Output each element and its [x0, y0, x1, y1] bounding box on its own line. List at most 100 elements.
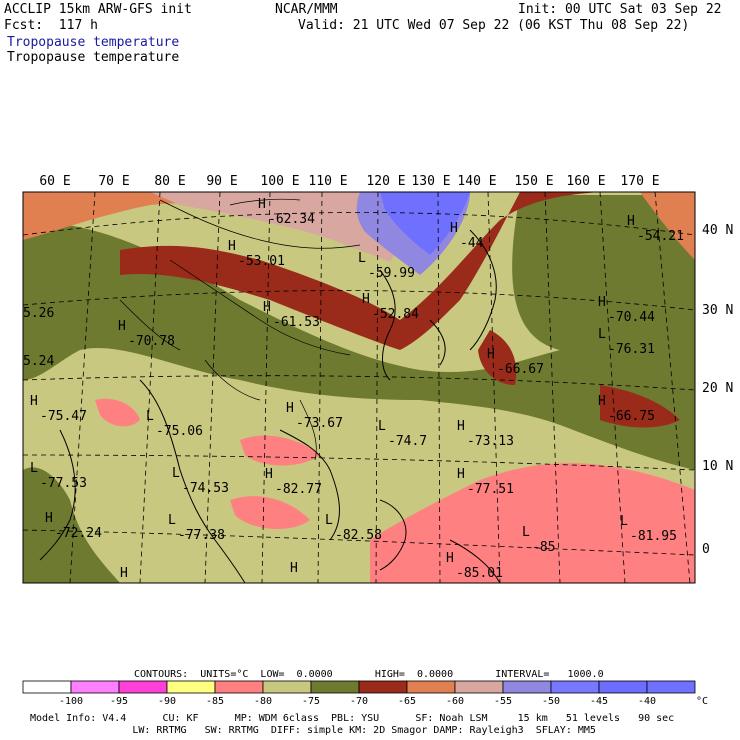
center-value: -85.01 — [456, 566, 503, 581]
longitude-label: 160 E — [566, 174, 605, 189]
center-value: -52.84 — [372, 307, 419, 322]
colorbar-label: -85 — [206, 696, 224, 707]
colorbar-label: -80 — [254, 696, 272, 707]
center-value: -66.75 — [608, 409, 655, 424]
center-value: -74.53 — [182, 481, 229, 496]
longitude-label: 110 E — [308, 174, 347, 189]
high-center-mark: H — [258, 197, 266, 212]
center-value: -82.77 — [275, 482, 322, 497]
longitude-label: 100 E — [260, 174, 299, 189]
colorbar-swatch — [406, 680, 456, 694]
longitude-label: 90 E — [206, 174, 237, 189]
country-borders — [119, 198, 361, 461]
high-center-mark: H — [450, 221, 458, 236]
center-value: 5.24 — [23, 354, 54, 369]
colorbar-label: -95 — [110, 696, 128, 707]
high-center-mark: H — [362, 292, 370, 307]
latitude-label: 10 N — [702, 459, 733, 474]
colorbar-swatch — [214, 680, 264, 694]
high-center-mark: H — [120, 566, 128, 581]
center-value: -77.38 — [178, 528, 225, 543]
low-center-mark: L — [172, 466, 180, 481]
colorbar-swatch — [166, 680, 216, 694]
shaded-field — [23, 192, 695, 583]
high-center-mark: H — [45, 511, 53, 526]
center-value: -72.24 — [55, 526, 102, 541]
longitude-label: 120 E — [366, 174, 405, 189]
colorbar-label: -100 — [59, 696, 83, 707]
low-center-mark: L — [620, 514, 628, 529]
colorbar-label: -60 — [446, 696, 464, 707]
longitude-label: 140 E — [457, 174, 496, 189]
contours-info: CONTOURS: UNITS=°C LOW= 0.0000 HIGH= 0.0… — [134, 669, 604, 680]
colorbar-swatch — [22, 680, 72, 694]
high-center-mark: H — [598, 295, 606, 310]
latitude-label: 20 N — [702, 381, 733, 396]
low-center-mark: L — [358, 251, 366, 266]
latitude-label: 30 N — [702, 303, 733, 318]
colorbar-label: -70 — [350, 696, 368, 707]
center-value: -53.01 — [238, 254, 285, 269]
colorbar-label: -45 — [590, 696, 608, 707]
field-name-shaded: Tropopause temperature — [7, 35, 180, 50]
colorbar-swatch — [358, 680, 408, 694]
high-center-mark: H — [598, 394, 606, 409]
high-center-mark: H — [290, 561, 298, 576]
center-value: -75.47 — [40, 409, 87, 424]
colorbar-swatch — [598, 680, 648, 694]
low-center-mark: L — [30, 461, 38, 476]
low-center-mark: L — [598, 327, 606, 342]
high-center-mark: H — [457, 467, 465, 482]
model-info-line2: LW: RRTMG SW: RRTMG DIFF: simple KM: 2D … — [30, 725, 596, 736]
high-center-mark: H — [487, 347, 495, 362]
low-center-mark: L — [325, 513, 333, 528]
forecast-hour: Fcst: 117 h — [4, 18, 98, 33]
longitude-label: 60 E — [39, 174, 70, 189]
high-center-mark: H — [30, 394, 38, 409]
low-center-mark: L — [146, 409, 154, 424]
low-center-mark: L — [378, 419, 386, 434]
colorbar-swatch — [454, 680, 504, 694]
center-value: -74.7 — [388, 434, 427, 449]
colorbar-label: -55 — [494, 696, 512, 707]
center-value: -70.44 — [608, 310, 655, 325]
center-value: -73.13 — [467, 434, 514, 449]
longitude-label: 130 E — [411, 174, 450, 189]
high-center-mark: H — [118, 319, 126, 334]
center-value: -63 — [25, 587, 48, 602]
center-value: -73.67 — [296, 416, 343, 431]
center-labels: H-62.34H-53.01 L-59.99H-44H-54.215.26 H-61… — [23, 197, 684, 602]
colorbar-swatch — [310, 680, 360, 694]
high-center-mark: H — [457, 419, 465, 434]
graticule — [23, 192, 695, 583]
longitude-labels: 60 E 70 E 80 E 90 E 100 E 110 E 120 E 130 E 140 … — [39, 174, 659, 189]
high-center-mark: H — [265, 467, 273, 482]
organization: NCAR/MMM — [275, 2, 338, 17]
colorbar-swatch — [502, 680, 552, 694]
high-center-mark: H — [286, 401, 294, 416]
low-center-mark: L — [168, 513, 176, 528]
colorbar-label: -40 — [638, 696, 656, 707]
high-center-mark: H — [627, 214, 635, 229]
high-center-mark: H — [228, 239, 236, 254]
longitude-label: 150 E — [514, 174, 553, 189]
low-center-mark: L — [522, 525, 530, 540]
colorbar-label: -50 — [542, 696, 560, 707]
center-value: -44 — [460, 236, 484, 251]
center-value: -66.67 — [497, 362, 544, 377]
longitude-label: 80 E — [154, 174, 185, 189]
colorbar-label: -65 — [398, 696, 416, 707]
model-title: ACCLIP 15km ARW-GFS init — [4, 2, 192, 17]
center-value: -61.53 — [273, 315, 320, 330]
colorbar: -100 -95 -90 -85 -80 -75 -70 -65 -60 -55 -50 -45 -40… — [22, 680, 708, 707]
center-value: -77.51 — [467, 482, 514, 497]
center-value: -81.95 — [630, 529, 677, 544]
colorbar-swatch — [550, 680, 600, 694]
latitude-labels: 40 N 30 N 20 N 10 N 0 — [702, 223, 733, 557]
init-time: Init: 00 UTC Sat 03 Sep 22 — [518, 2, 722, 17]
center-value: -85 — [532, 540, 555, 555]
map-frame — [22, 191, 696, 584]
field-name-contour: Tropopause temperature — [7, 50, 180, 65]
longitude-label: 70 E — [98, 174, 129, 189]
